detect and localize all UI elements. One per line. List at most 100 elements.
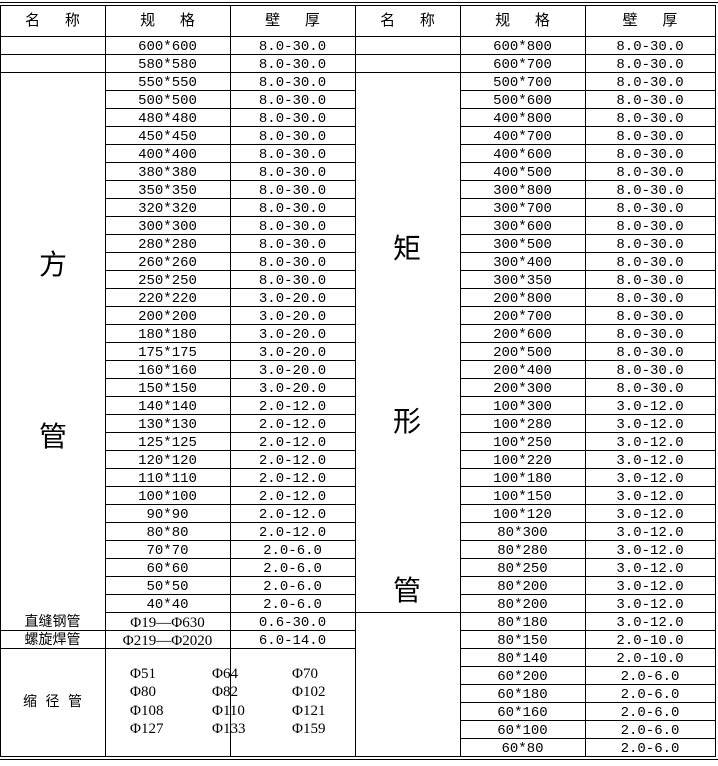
wall-thickness-cell: 2.0-6.0 (263, 543, 322, 559)
row-line (105, 396, 355, 397)
row-line (105, 198, 355, 199)
spec-cell: 140*140 (138, 399, 197, 415)
row-line (105, 324, 355, 325)
column-header: 名 称 (25, 11, 80, 29)
wall-thickness-cell: 3.0-12.0 (616, 417, 684, 433)
table-top-outer-line (0, 2, 718, 3)
wall-thickness-cell: 8.0-30.0 (616, 273, 684, 289)
column-header: 壁 厚 (622, 11, 678, 29)
wall-thickness-cell: 2.0-6.0 (620, 669, 680, 685)
row-line (105, 180, 355, 181)
row-line (460, 684, 715, 685)
wall-thickness-cell: 2.0-6.0 (620, 741, 680, 757)
row-line (460, 342, 715, 343)
wall-thickness-cell: 2.0-12.0 (258, 507, 327, 523)
row-line (105, 612, 460, 613)
spec-cell: 120*120 (138, 453, 197, 469)
spec-cell: 80*80 (146, 525, 189, 541)
spec-cell: 80*140 (497, 651, 548, 667)
row-line (460, 306, 715, 307)
wall-thickness-cell: 8.0-30.0 (258, 165, 327, 181)
row-line (460, 90, 715, 91)
spec-cell: 100*180 (493, 471, 552, 487)
row-line (460, 360, 715, 361)
row-line (460, 144, 715, 145)
wall-thickness-cell: 8.0-30.0 (616, 219, 684, 235)
spec-cell: 50*50 (146, 579, 189, 595)
spec-cell: 200*400 (493, 363, 552, 379)
row-line (105, 414, 355, 415)
pipe-name-cell: 直缝钢管 (24, 614, 81, 630)
row-line (460, 414, 715, 415)
row-line (460, 252, 715, 253)
wall-thickness-cell: 3.0-20.0 (258, 327, 327, 343)
spec-cell: 300*300 (138, 219, 197, 235)
wall-thickness-cell: 2.0-12.0 (258, 453, 327, 469)
row-line (105, 162, 355, 163)
row-line (105, 432, 355, 433)
wall-thickness-cell: 8.0-30.0 (258, 129, 327, 145)
spec-cell: 90*90 (146, 507, 189, 523)
spec-cell: 600*600 (138, 39, 197, 55)
reduced-size: Φ127 (130, 721, 164, 737)
wall-thickness-cell: 2.0-10.0 (616, 651, 684, 667)
wall-thickness-cell: 8.0-30.0 (616, 111, 684, 127)
spec-cell: 130*130 (138, 417, 197, 433)
spec-cell: 200*500 (493, 345, 552, 361)
spec-cell: 500*700 (493, 75, 552, 91)
wall-thickness-cell: 3.0-12.0 (616, 435, 684, 451)
column-divider (460, 5, 461, 756)
table-bottom-line (0, 756, 716, 757)
wall-thickness-cell: 2.0-6.0 (263, 561, 322, 577)
row-line (460, 432, 715, 433)
row-line (460, 288, 715, 289)
wall-thickness-cell: 8.0-30.0 (616, 255, 684, 271)
spec-cell: 220*220 (138, 291, 197, 307)
row-line (460, 522, 715, 523)
spec-cell: 200*600 (493, 327, 552, 343)
spec-cell: 180*180 (138, 327, 197, 343)
group-name-char: 形 (392, 405, 421, 438)
wall-thickness-cell: 2.0-12.0 (258, 471, 327, 487)
wall-thickness-cell: 3.0-12.0 (616, 399, 684, 415)
wall-thickness-cell: 8.0-30.0 (616, 165, 684, 181)
spec-cell: 200*200 (138, 309, 197, 325)
wall-thickness-cell: 8.0-30.0 (616, 345, 684, 361)
row-line (105, 486, 355, 487)
wall-thickness-cell: 3.0-20.0 (258, 381, 327, 397)
wall-thickness-cell: 0.6-30.0 (258, 615, 327, 631)
row-line (105, 594, 355, 595)
wall-thickness-cell: 3.0-20.0 (258, 345, 327, 361)
column-divider (585, 5, 586, 756)
wall-thickness-cell: 8.0-30.0 (616, 129, 684, 145)
spec-cell: 60*200 (497, 669, 548, 685)
spec-cell: Φ19—Φ630 (130, 615, 205, 631)
spec-cell: 400*600 (493, 147, 552, 163)
spec-cell: 300*500 (493, 237, 552, 253)
wall-thickness-cell: 8.0-30.0 (616, 327, 684, 343)
row-line (105, 234, 355, 235)
wall-thickness-cell: 8.0-30.0 (258, 219, 327, 235)
wall-thickness-cell: 8.0-30.0 (258, 111, 327, 127)
row-line (460, 126, 715, 127)
row-line (460, 468, 715, 469)
pipe-name-cell: 缩 径 管 (23, 694, 82, 710)
wall-thickness-cell: 3.0-12.0 (616, 453, 684, 469)
wall-thickness-cell: 3.0-12.0 (616, 543, 684, 559)
row-line (355, 54, 715, 55)
column-header: 壁 厚 (265, 11, 320, 29)
wall-thickness-cell: 8.0-30.0 (616, 291, 684, 307)
wall-thickness-cell: 2.0-12.0 (258, 399, 327, 415)
wall-thickness-cell: 8.0-30.0 (258, 147, 327, 163)
row-line (460, 702, 715, 703)
spec-cell: 300*700 (493, 201, 552, 217)
row-line (105, 450, 355, 451)
spec-cell: 400*700 (493, 129, 552, 145)
spec-cell: 100*100 (138, 489, 197, 505)
wall-thickness-cell: 3.0-12.0 (616, 615, 684, 631)
spec-cell: 400*500 (493, 165, 552, 181)
spec-cell: 400*800 (493, 111, 552, 127)
row-line (105, 504, 355, 505)
row-line (460, 234, 715, 235)
